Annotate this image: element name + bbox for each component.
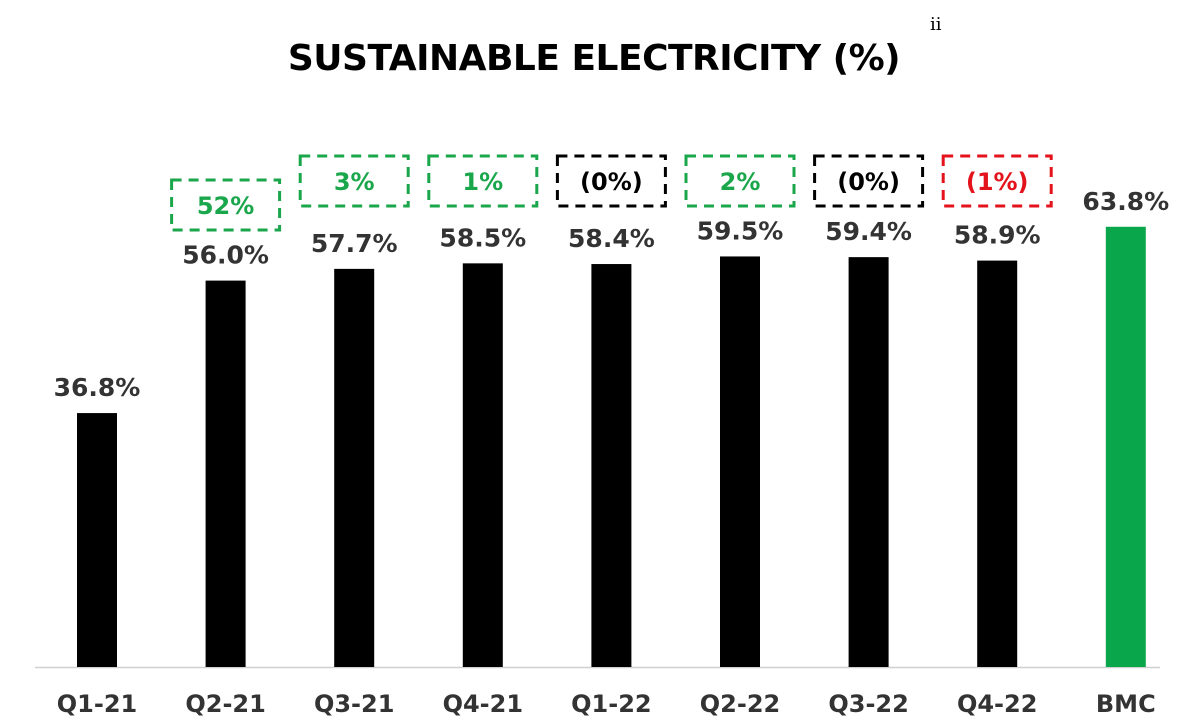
- change-label: 1%: [462, 168, 503, 196]
- change-label: 2%: [720, 168, 761, 196]
- bar-q4-21: [462, 263, 503, 667]
- bar-q4-22: [977, 260, 1018, 667]
- value-label: 58.9%: [954, 221, 1041, 250]
- value-label: 63.8%: [1082, 187, 1169, 216]
- change-label: (0%): [580, 168, 643, 196]
- change-box: [427, 154, 539, 208]
- category-label: Q4-21: [443, 690, 523, 718]
- value-label: 56.0%: [182, 241, 269, 270]
- bar-q1-22: [591, 264, 632, 667]
- category-label: Q2-21: [185, 690, 265, 718]
- change-box: [298, 154, 410, 208]
- category-label: Q3-22: [828, 690, 908, 718]
- value-label: 57.7%: [311, 229, 398, 258]
- value-label: 58.4%: [568, 224, 655, 253]
- bar-q1-21: [77, 413, 117, 667]
- change-box: [684, 154, 796, 208]
- chart-title: SUSTAINABLE ELECTRICITY (%): [287, 38, 901, 79]
- change-box: [555, 154, 667, 208]
- bar-q2-21: [205, 280, 246, 667]
- bar-q3-21: [334, 268, 375, 667]
- category-label: Q1-21: [57, 690, 137, 718]
- value-label: 36.8%: [54, 373, 141, 402]
- category-label: Q1-22: [571, 690, 651, 718]
- category-label: Q2-22: [700, 690, 780, 718]
- value-label: 59.4%: [825, 217, 912, 246]
- value-label: 58.5%: [439, 223, 526, 252]
- category-label: Q4-22: [957, 690, 1037, 718]
- change-label: (0%): [837, 168, 900, 196]
- change-box: [170, 178, 282, 232]
- category-label: BMC: [1096, 690, 1156, 718]
- bar-bmc: [1105, 226, 1146, 667]
- change-box: [813, 154, 925, 208]
- change-box: [941, 154, 1053, 208]
- change-label: 52%: [197, 192, 254, 220]
- bar-q3-22: [848, 257, 889, 667]
- change-label: (1%): [966, 168, 1029, 196]
- change-label: 3%: [334, 168, 375, 196]
- title-superscript: ii: [930, 14, 942, 35]
- category-label: Q3-21: [314, 690, 394, 718]
- value-label: 59.5%: [697, 216, 784, 245]
- bar-q2-22: [720, 256, 760, 667]
